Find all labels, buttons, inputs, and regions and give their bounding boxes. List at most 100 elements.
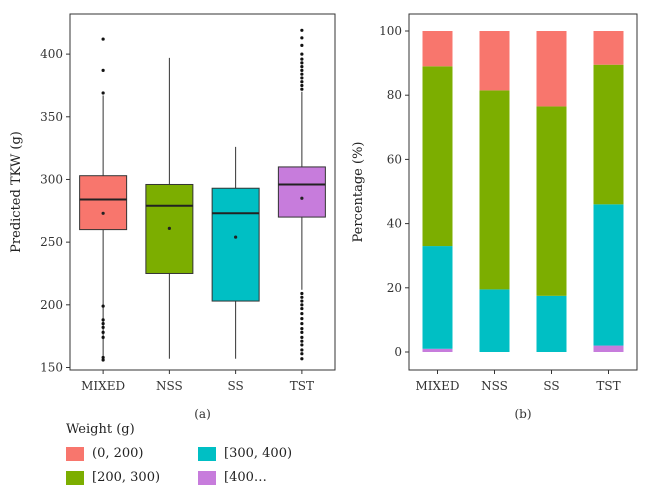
outlier-point (300, 306, 304, 311)
outlier-point (300, 303, 304, 307)
outlier-point (101, 37, 105, 41)
box-iqr (79, 175, 128, 231)
mean-point (300, 196, 304, 200)
stacked-bar-mixed (422, 31, 453, 352)
outlier-point (300, 61, 304, 65)
bar-segment (422, 31, 453, 67)
outlier-point (300, 76, 304, 80)
bar-segment (479, 31, 510, 91)
bar-segment (422, 348, 453, 352)
legend-title: Weight (g) (66, 422, 135, 437)
outlier-point (300, 28, 304, 32)
x-tick-label: MIXED (81, 379, 125, 393)
outlier-point (101, 68, 105, 73)
outlier-point (300, 343, 304, 347)
bar-segment (422, 66, 453, 247)
legend-swatch (66, 446, 84, 461)
y-tick-label: 60 (387, 152, 402, 166)
y-tick-label: 20 (387, 281, 402, 295)
y-axis-label: Percentage (%) (351, 141, 366, 242)
outlier-point (101, 91, 105, 95)
y-tick-label: 300 (40, 172, 63, 186)
y-tick-label: 40 (387, 217, 402, 231)
y-tick-label: 400 (40, 47, 63, 61)
outlier-point (300, 36, 304, 40)
outlier-point (300, 311, 304, 316)
bar-segment (422, 246, 453, 349)
legend: Weight (g) (0, 200) [200, 300) [300, 400… (58, 420, 358, 490)
stacked-bar-tst (593, 31, 624, 352)
bar-segment (536, 31, 567, 107)
panel-label: (b) (514, 407, 531, 421)
box-ss (211, 146, 260, 359)
outlier-point (300, 322, 304, 326)
y-tick-label: 250 (40, 235, 63, 249)
legend-item-0-200: (0, 200) (66, 446, 144, 461)
outlier-point (300, 327, 304, 331)
bar-segment (593, 345, 624, 352)
legend-swatch (198, 470, 216, 485)
box-mixed (79, 37, 128, 362)
y-tick-label: 80 (387, 88, 402, 102)
outlier-point (300, 52, 304, 56)
x-tick-label: TST (290, 379, 314, 393)
x-tick-label: NSS (156, 379, 183, 393)
legend-item-200-300: [200, 300) (66, 470, 160, 485)
outlier-point (101, 322, 105, 326)
outlier-point (101, 304, 105, 308)
outlier-point (300, 348, 304, 352)
legend-label: [200, 300) (92, 470, 161, 485)
x-tick-label: SS (543, 379, 559, 393)
bar-segment (593, 204, 624, 346)
boxplot-panel: 150 200 250 300 350 400 MIXED NSS SS TST Predicted… (9, 13, 336, 421)
plot-frame (69, 13, 336, 371)
outlier-point (300, 295, 304, 299)
legend-label: [300, 400) (224, 446, 293, 461)
legend-swatch (66, 470, 84, 485)
legend-label: [400… (224, 470, 267, 485)
outlier-point (300, 299, 304, 303)
y-tick-label: 150 (40, 360, 63, 374)
outlier-point (300, 352, 304, 356)
legend-swatch (198, 446, 216, 461)
outlier-point (300, 357, 304, 361)
outlier-point (300, 317, 304, 321)
outlier-point (300, 87, 304, 91)
outlier-point (300, 335, 304, 340)
y-tick-label: 0 (394, 345, 402, 359)
bar-segment (479, 289, 510, 352)
outlier-point (300, 83, 304, 88)
outlier-point (101, 325, 105, 329)
legend-item-400-plus: [400… (198, 470, 267, 485)
mean-point (101, 211, 105, 215)
bar-segment (593, 31, 624, 65)
box-iqr (211, 187, 260, 302)
mean-point (167, 226, 171, 230)
y-tick-label: 100 (379, 24, 402, 38)
x-tick-label: MIXED (416, 379, 460, 393)
outlier-point (300, 65, 304, 69)
plot-frame (408, 13, 638, 371)
mean-point (234, 235, 238, 239)
stacked-bar-nss (479, 31, 510, 352)
outlier-point (300, 80, 304, 84)
outlier-point (300, 43, 304, 47)
x-tick-label: NSS (481, 379, 508, 393)
bar-segment (593, 64, 624, 205)
outlier-point (101, 318, 105, 322)
outlier-point (300, 291, 304, 296)
y-axis-label: Predicted TKW (g) (9, 131, 24, 253)
outlier-point (300, 339, 304, 343)
box-iqr (277, 166, 326, 218)
x-tick-label: SS (228, 379, 244, 393)
outlier-point (300, 68, 304, 73)
outlier-point (101, 335, 105, 340)
legend-label: (0, 200) (92, 446, 144, 461)
panel-label: (a) (194, 407, 211, 421)
bar-segment (536, 295, 567, 352)
outlier-point (101, 358, 105, 362)
outlier-point (101, 330, 105, 334)
outlier-point (300, 72, 304, 76)
box-tst (277, 28, 326, 361)
